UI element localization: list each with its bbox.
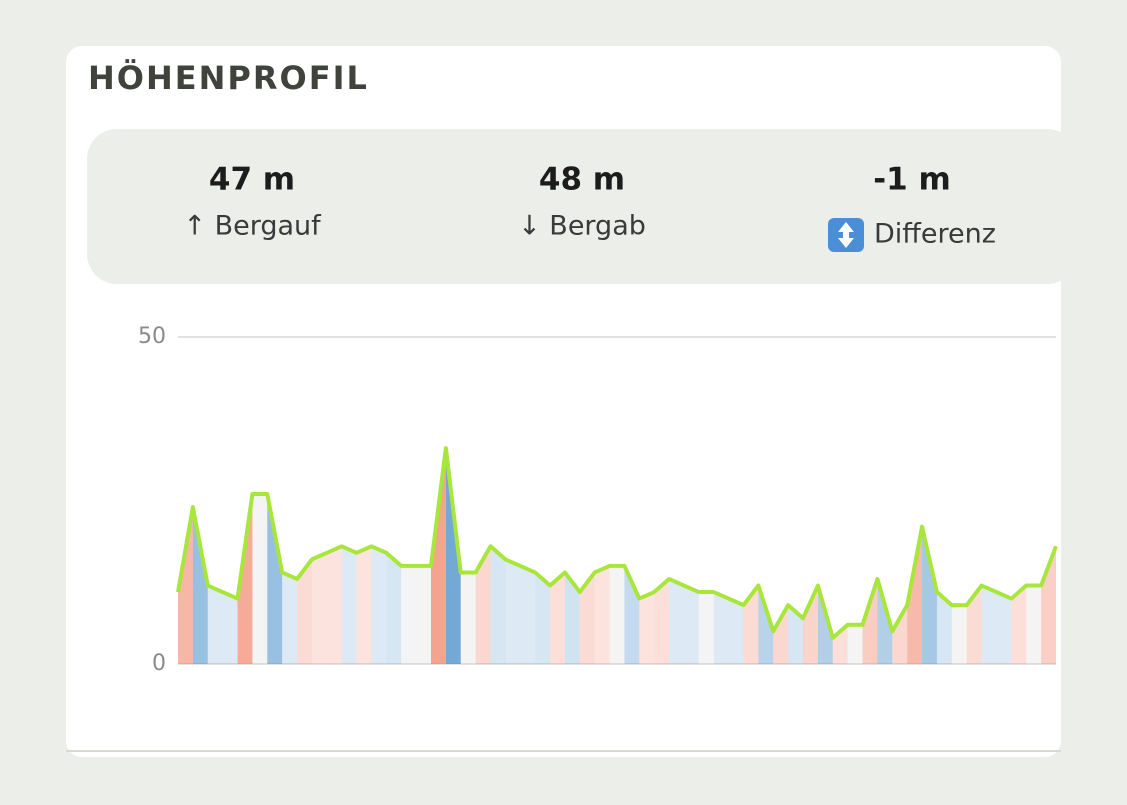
y-tick-label: 0 <box>152 651 166 676</box>
segment-fill <box>341 546 357 664</box>
segment-fill <box>922 526 937 664</box>
segment-fill <box>490 546 506 664</box>
segment-fill <box>192 507 208 664</box>
segment-fill <box>713 592 729 664</box>
chart: 0 50 <box>138 324 1058 676</box>
segment-fill <box>356 546 372 664</box>
segment-fill <box>386 552 402 664</box>
segment-fill <box>326 546 342 664</box>
segment-fill <box>773 605 789 664</box>
stat-value: -1 m <box>873 162 951 198</box>
segment-fill <box>267 493 283 664</box>
stats-panel <box>87 129 1077 284</box>
segment-fill <box>609 565 625 664</box>
segment-fill <box>222 592 238 664</box>
y-tick-label: 50 <box>138 324 166 349</box>
segment-fill <box>683 585 699 664</box>
segment-fill <box>832 624 848 664</box>
segment-fill <box>430 448 446 664</box>
card-title: HÖHENPROFIL <box>88 59 369 97</box>
segment-fill <box>520 565 536 664</box>
segment-fill <box>401 565 417 664</box>
segment-fill <box>951 605 967 664</box>
segment-fill <box>728 598 744 664</box>
segment-fill <box>862 578 878 664</box>
segment-fill <box>803 585 818 664</box>
segment-fill <box>966 585 982 664</box>
segment-fill <box>669 578 684 664</box>
segment-fill <box>475 546 491 664</box>
updown-icon <box>828 218 864 252</box>
segment-fill <box>996 592 1012 664</box>
segment-fill <box>1011 585 1027 664</box>
segment-fill <box>1026 585 1042 664</box>
segment-fill <box>758 585 774 664</box>
segment-fill <box>654 578 670 664</box>
segment-fill <box>892 605 908 664</box>
segment-fill <box>297 559 312 664</box>
elevation-line <box>176 446 1058 640</box>
segment-fill <box>311 552 327 664</box>
segment-fill <box>371 546 387 664</box>
segment-fill <box>178 507 193 664</box>
segment-fill <box>207 585 223 664</box>
segment-fill <box>788 605 804 664</box>
segment-fill <box>743 585 759 664</box>
segment-fill <box>282 572 298 664</box>
segment-fill <box>936 592 952 664</box>
stat-value: 47 m <box>209 162 295 198</box>
segment-fill <box>579 572 595 664</box>
segment-fill <box>550 572 565 664</box>
segment-fill <box>535 572 551 664</box>
segment-fill <box>252 493 268 664</box>
segment-fill <box>594 565 610 664</box>
segment-fill <box>416 565 431 664</box>
segment-fill <box>981 585 997 664</box>
stat-label: ↓ Bergab <box>518 211 646 242</box>
stat-value: 48 m <box>539 162 625 198</box>
segment-fill <box>639 592 655 664</box>
stat-label: ↑ Bergauf <box>183 211 322 242</box>
segment-fill <box>877 578 893 664</box>
segment-fill <box>907 526 923 664</box>
segment-fill <box>460 572 476 664</box>
segment-fill <box>445 448 461 664</box>
segment-fill <box>505 559 521 664</box>
segment-fill <box>698 592 714 664</box>
segment-fill <box>237 493 253 664</box>
segment-fill <box>847 624 863 664</box>
segment-fill <box>564 572 580 664</box>
stat-label: Differenz <box>874 219 996 250</box>
